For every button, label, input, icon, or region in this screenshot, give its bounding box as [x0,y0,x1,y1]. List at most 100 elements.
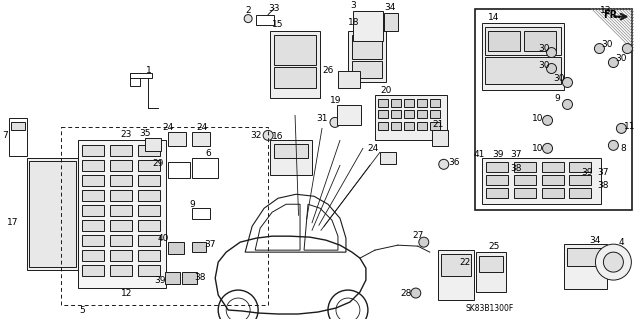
Bar [524,31,556,50]
Bar [131,72,152,78]
Bar [111,205,132,216]
Text: 30: 30 [602,40,613,49]
Bar [83,250,104,261]
Circle shape [411,288,420,298]
Circle shape [336,298,360,319]
Text: 33: 33 [268,4,280,13]
Text: 9: 9 [555,94,561,103]
Bar [83,190,104,201]
Text: 32: 32 [250,131,262,140]
Bar [568,248,604,266]
Bar [256,15,274,25]
Bar [83,160,104,171]
Bar [138,265,161,276]
Bar [352,34,382,58]
Bar [138,205,161,216]
Bar [61,127,268,305]
Bar [111,220,132,231]
Bar [570,162,591,172]
Bar [484,56,561,85]
Text: FR.: FR. [604,10,621,20]
Circle shape [563,100,573,109]
Bar [83,175,104,186]
Circle shape [604,252,623,272]
Text: 27: 27 [412,231,424,240]
Bar [111,145,132,156]
Text: 8: 8 [621,144,627,153]
Bar [83,220,104,231]
Circle shape [439,159,449,169]
Text: 36: 36 [448,158,460,167]
Bar [274,145,308,158]
Bar [441,254,470,276]
Text: 38: 38 [195,273,206,282]
Bar [338,70,360,88]
Bar [541,188,563,198]
Bar [541,175,563,185]
Bar [404,122,414,130]
Bar [192,208,210,219]
Text: 23: 23 [121,130,132,139]
Circle shape [547,48,557,57]
Text: 37: 37 [510,150,522,159]
Bar [111,250,132,261]
Circle shape [595,244,632,280]
Bar [11,122,24,130]
Bar [488,31,520,50]
Bar [168,162,190,178]
Text: 16: 16 [273,132,284,141]
Text: 30: 30 [538,44,549,53]
Circle shape [563,78,573,87]
Text: 7: 7 [2,131,8,140]
Bar [111,265,132,276]
Text: 34: 34 [589,236,601,245]
Bar [391,122,401,130]
Text: 9: 9 [189,200,195,209]
Text: 21: 21 [432,120,444,129]
Text: 24: 24 [196,123,208,132]
Bar [168,242,184,254]
Bar [430,122,440,130]
Bar [378,100,388,108]
Bar [482,158,602,204]
Bar [138,235,161,246]
Text: 35: 35 [140,129,151,138]
Text: 26: 26 [323,66,333,75]
Text: 4: 4 [619,238,624,247]
Text: 10: 10 [532,144,543,153]
Circle shape [609,57,618,68]
Bar [391,100,401,108]
Bar [432,130,448,146]
Text: 3: 3 [350,1,356,10]
Bar [352,61,382,78]
Bar [131,72,140,86]
Bar [138,190,161,201]
Bar [83,265,104,276]
Bar [83,205,104,216]
Circle shape [543,115,552,125]
Text: 6: 6 [205,149,211,158]
Bar [337,106,361,125]
Bar [486,175,508,185]
Bar [348,31,386,83]
Text: 38: 38 [510,164,522,173]
Bar [514,162,536,172]
Bar [8,118,27,156]
Bar [111,235,132,246]
Bar [270,31,320,99]
Circle shape [616,123,627,133]
Bar [384,13,398,31]
Circle shape [595,44,604,54]
Text: SK83B1300F: SK83B1300F [465,303,514,313]
Text: 37: 37 [598,168,609,177]
Text: 20: 20 [380,86,392,95]
Bar [479,256,502,272]
Bar [168,132,186,146]
Bar [391,110,401,118]
Bar [541,162,563,172]
Bar [417,110,427,118]
Text: 2: 2 [245,6,251,15]
Bar [192,242,206,252]
Bar [482,23,563,91]
Circle shape [330,117,340,127]
